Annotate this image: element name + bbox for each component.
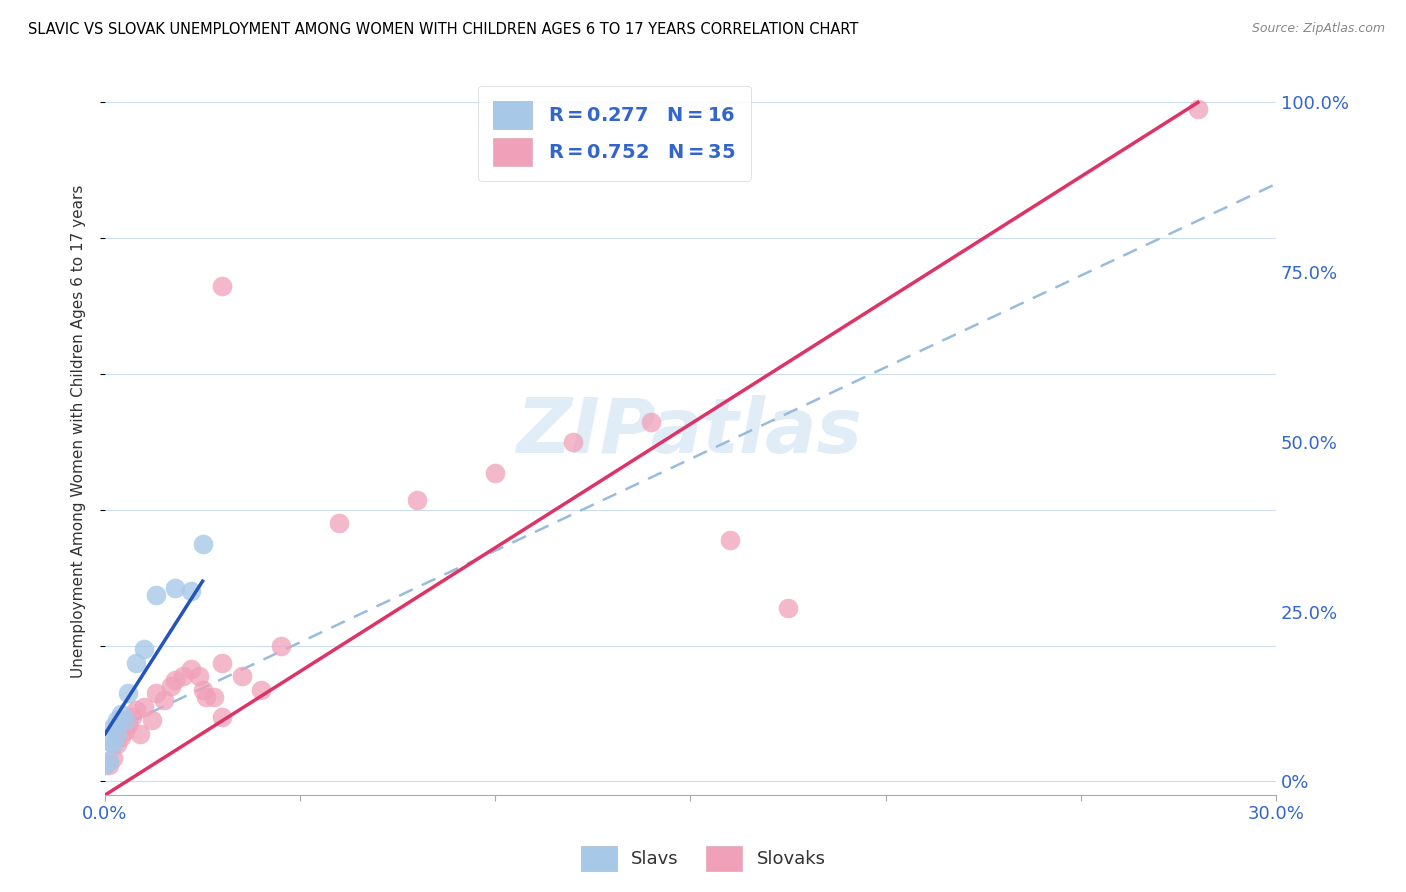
Point bbox=[328, 516, 350, 531]
Point bbox=[776, 601, 799, 615]
Point bbox=[125, 703, 148, 717]
Point bbox=[101, 750, 124, 764]
Point bbox=[172, 669, 194, 683]
Point bbox=[562, 434, 585, 449]
Point bbox=[110, 731, 132, 745]
Legend: $\mathbf{R = 0.277}$   $\mathbf{N = 16}$, $\mathbf{R = 0.752}$   $\mathbf{N = 35: $\mathbf{R = 0.277}$ $\mathbf{N = 16}$, … bbox=[478, 86, 751, 181]
Text: ZIPatlas: ZIPatlas bbox=[517, 395, 863, 469]
Point bbox=[195, 690, 218, 704]
Text: SLAVIC VS SLOVAK UNEMPLOYMENT AMONG WOMEN WITH CHILDREN AGES 6 TO 17 YEARS CORRE: SLAVIC VS SLOVAK UNEMPLOYMENT AMONG WOME… bbox=[28, 22, 859, 37]
Point bbox=[110, 706, 132, 721]
Point bbox=[152, 693, 174, 707]
Text: Source: ZipAtlas.com: Source: ZipAtlas.com bbox=[1251, 22, 1385, 36]
Point bbox=[94, 757, 117, 772]
Point bbox=[145, 588, 167, 602]
Point bbox=[187, 669, 209, 683]
Point bbox=[145, 686, 167, 700]
Point bbox=[211, 710, 233, 724]
Point bbox=[1187, 102, 1209, 116]
Point bbox=[406, 492, 429, 507]
Point bbox=[97, 754, 120, 768]
Point bbox=[117, 716, 139, 731]
Point bbox=[105, 737, 128, 751]
Point bbox=[191, 682, 214, 697]
Point bbox=[180, 584, 202, 599]
Point bbox=[160, 680, 183, 694]
Point bbox=[105, 727, 128, 741]
Point bbox=[191, 537, 214, 551]
Point bbox=[117, 686, 139, 700]
Point bbox=[132, 642, 155, 657]
Point bbox=[180, 663, 202, 677]
Point bbox=[231, 669, 253, 683]
Point bbox=[270, 639, 292, 653]
Point bbox=[211, 656, 233, 670]
Y-axis label: Unemployment Among Women with Children Ages 6 to 17 years: Unemployment Among Women with Children A… bbox=[72, 186, 86, 679]
Point bbox=[165, 581, 187, 595]
Point bbox=[202, 690, 225, 704]
Point bbox=[250, 682, 273, 697]
Point bbox=[101, 720, 124, 734]
Point bbox=[718, 533, 741, 548]
Legend: Slavs, Slovaks: Slavs, Slovaks bbox=[574, 838, 832, 879]
Point bbox=[129, 727, 152, 741]
Point bbox=[484, 466, 506, 480]
Point bbox=[165, 673, 187, 687]
Point bbox=[101, 737, 124, 751]
Point bbox=[640, 415, 662, 429]
Point bbox=[114, 714, 136, 728]
Point bbox=[114, 723, 136, 738]
Point bbox=[121, 710, 143, 724]
Point bbox=[211, 278, 233, 293]
Point bbox=[105, 714, 128, 728]
Point bbox=[132, 699, 155, 714]
Point bbox=[97, 757, 120, 772]
Point bbox=[97, 733, 120, 747]
Point bbox=[125, 656, 148, 670]
Point bbox=[141, 714, 163, 728]
